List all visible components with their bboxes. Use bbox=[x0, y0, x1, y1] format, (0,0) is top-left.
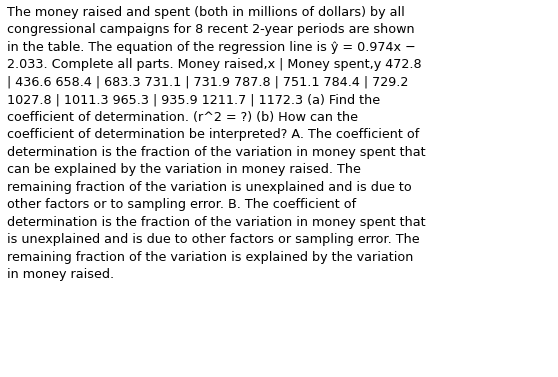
Text: The money raised and spent (both in millions of dollars) by all
congressional ca: The money raised and spent (both in mill… bbox=[7, 6, 426, 281]
